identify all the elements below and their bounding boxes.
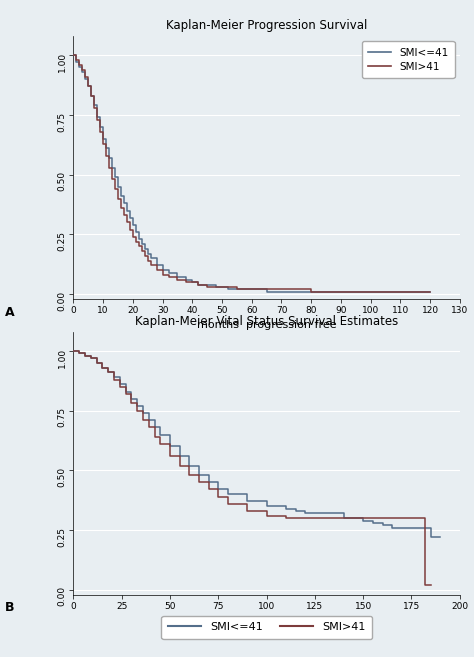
X-axis label: months  progression free: months progression free — [197, 321, 337, 330]
Text: A: A — [5, 306, 14, 319]
X-axis label: months of survival: months of survival — [215, 616, 319, 626]
Text: B: B — [5, 601, 14, 614]
Legend: SMI<=41, SMI>41: SMI<=41, SMI>41 — [161, 616, 372, 639]
Legend: SMI<=41, SMI>41: SMI<=41, SMI>41 — [362, 41, 455, 78]
Title: Kaplan-Meier Vital Status Survival Estimates: Kaplan-Meier Vital Status Survival Estim… — [135, 315, 398, 328]
Title: Kaplan-Meier Progression Survival: Kaplan-Meier Progression Survival — [166, 19, 367, 32]
